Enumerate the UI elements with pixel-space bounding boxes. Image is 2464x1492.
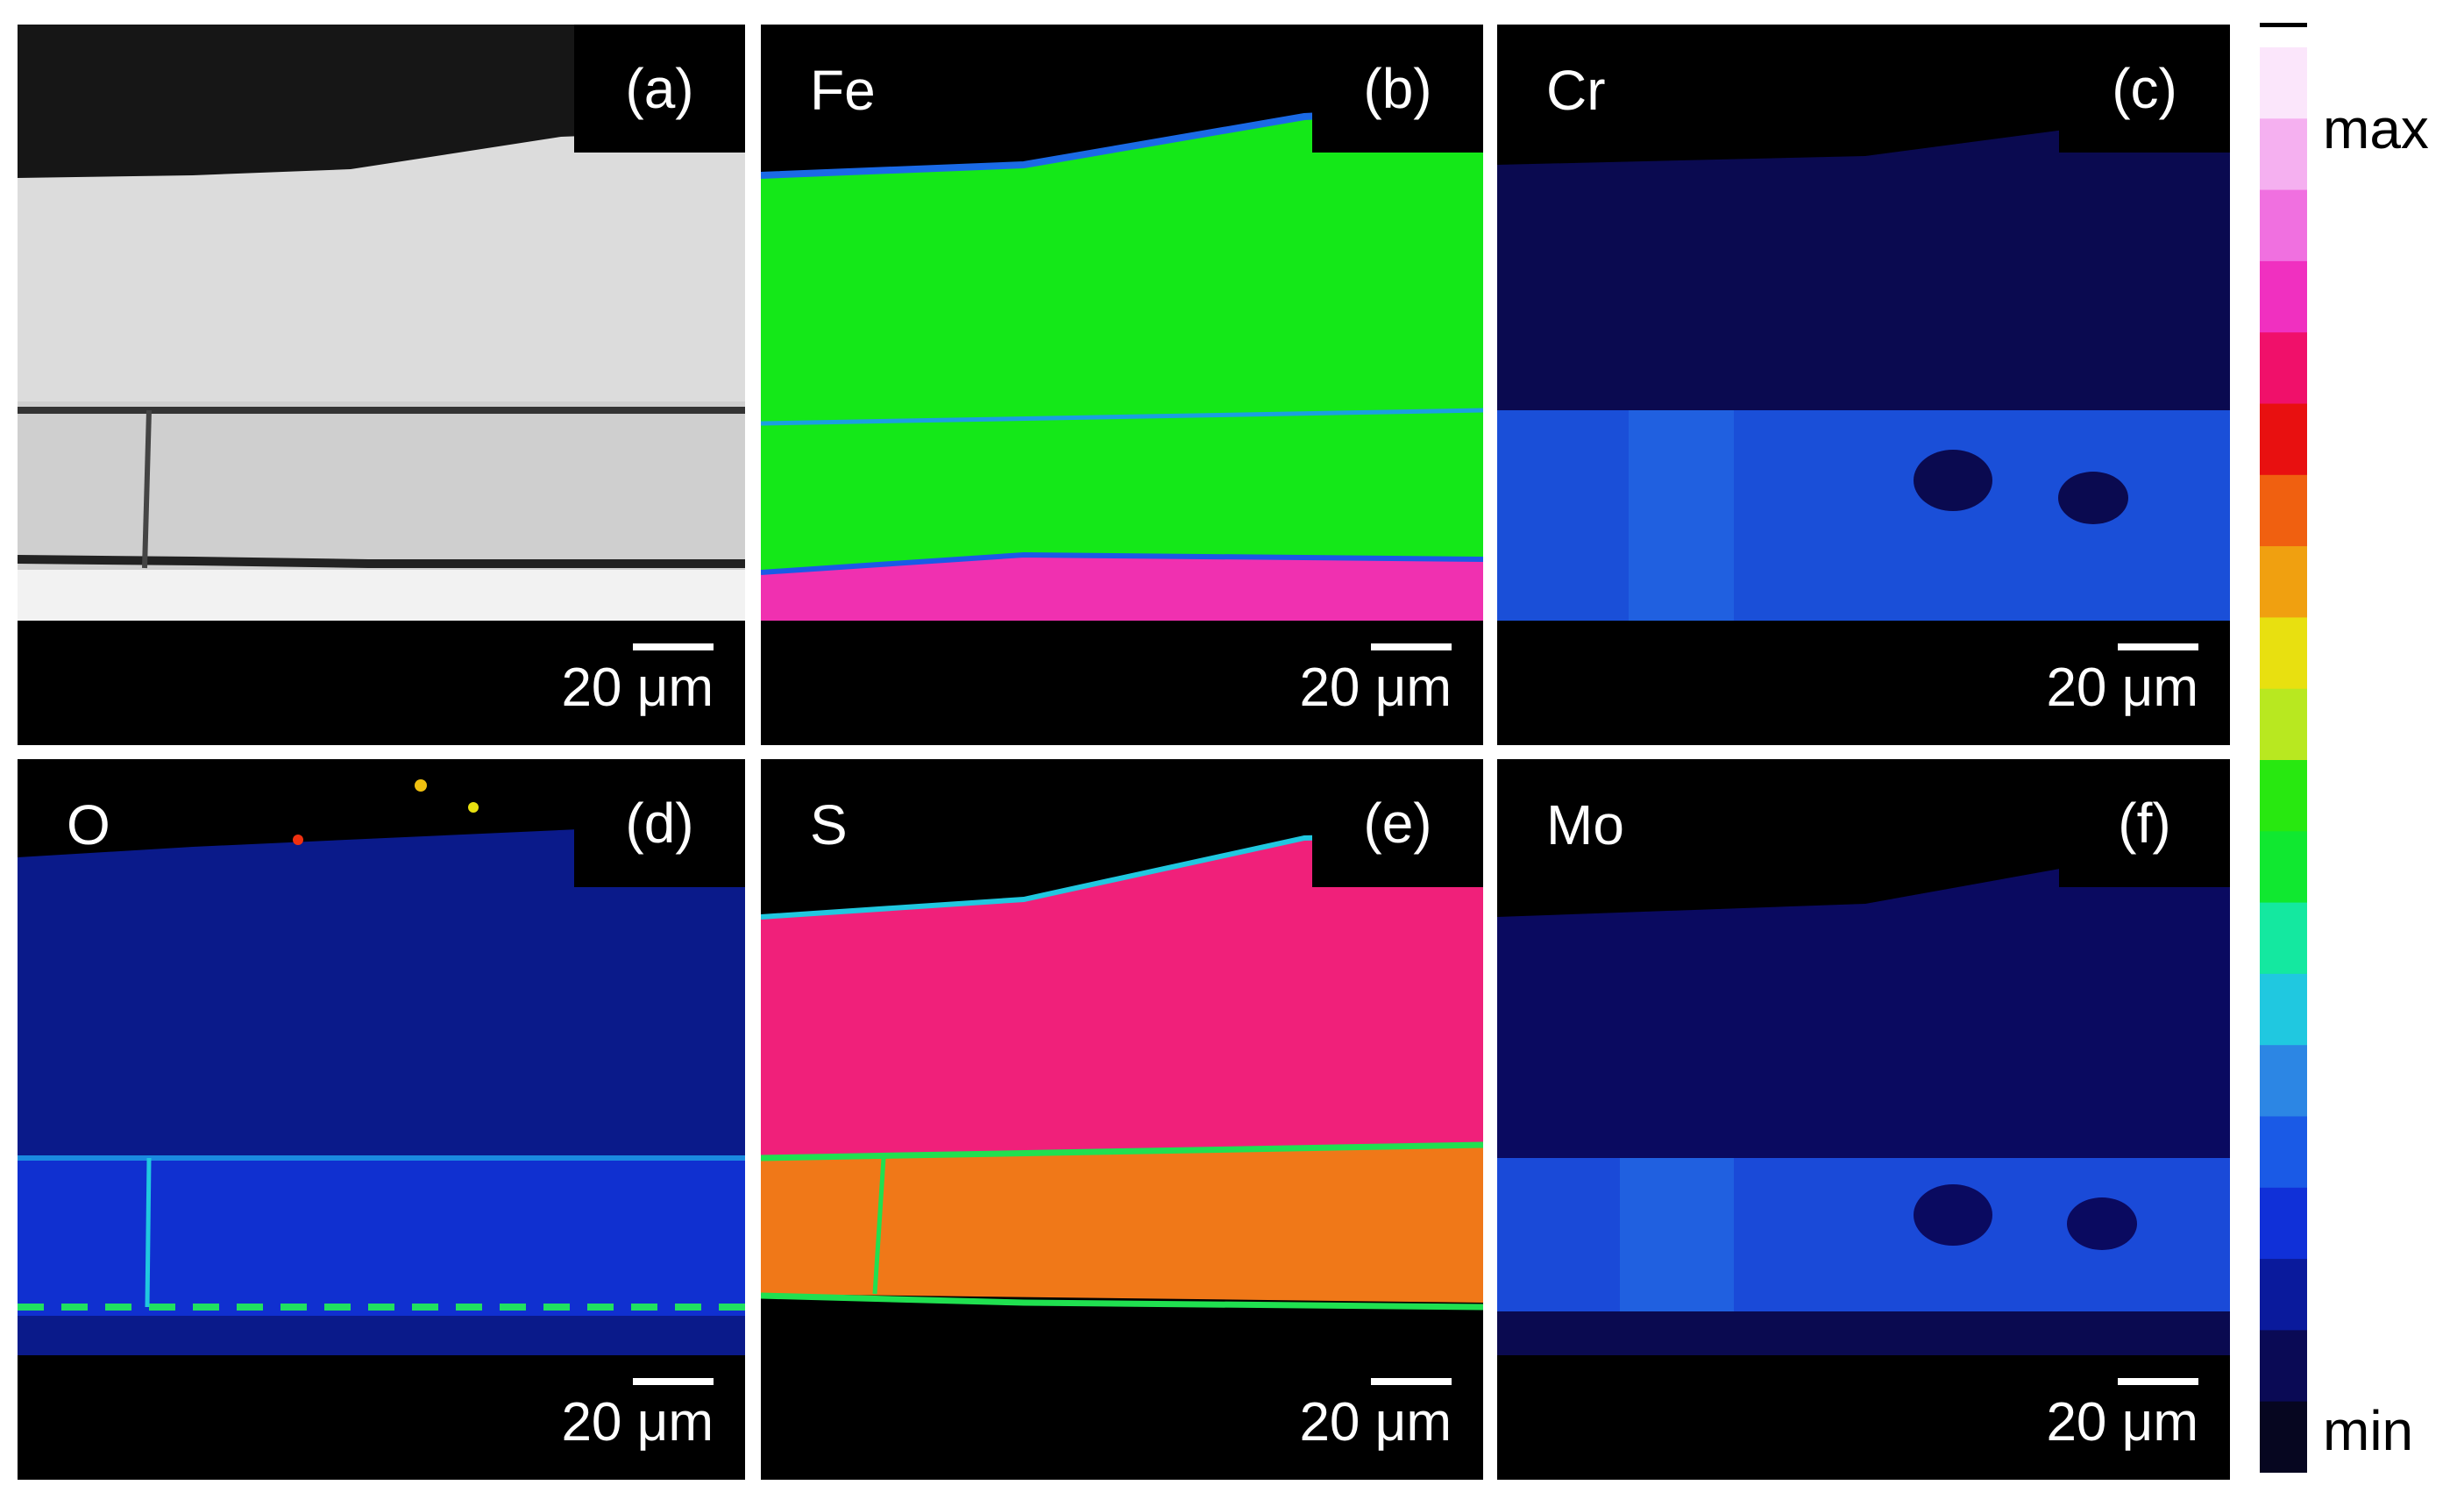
scale-bar: 20 μm [1299, 643, 1452, 719]
scale-bar-label: 20 μm [561, 1392, 714, 1453]
scale-bar-line [2118, 1378, 2198, 1385]
panel-c-cr-map: Cr (c) 20 μm [1497, 25, 2230, 745]
scale-bar-label: 20 μm [2046, 1392, 2198, 1453]
colorbar-step [2260, 617, 2307, 690]
colorbar-step [2260, 118, 2307, 191]
colorbar-step [2260, 474, 2307, 548]
scale-bar-label: 20 μm [2046, 657, 2198, 718]
scale-bar-label: 20 μm [561, 657, 714, 718]
colorbar-step [2260, 546, 2307, 619]
colorbar-step [2260, 760, 2307, 833]
colorbar-max-label: max [2323, 97, 2429, 160]
colorbar-step [2260, 332, 2307, 405]
scale-bar-label: 20 μm [1299, 657, 1452, 718]
colorbar-step [2260, 1045, 2307, 1118]
colorbar-step [2260, 688, 2307, 761]
colorbar-step [2260, 1401, 2307, 1473]
scale-bar: 20 μm [561, 1378, 714, 1453]
element-label: O [67, 793, 110, 856]
colorbar-step [2260, 973, 2307, 1047]
cr-element-map [1497, 25, 2230, 745]
scale-bar: 20 μm [2046, 1378, 2198, 1453]
intensity-colorbar [2260, 47, 2307, 1473]
mo-element-map [1497, 759, 2230, 1480]
colorbar-step [2260, 260, 2307, 334]
panel-letter: (e) [1312, 759, 1483, 887]
colorbar-step [2260, 902, 2307, 975]
scale-bar-line [1371, 643, 1452, 650]
colorbar-step [2260, 189, 2307, 262]
scale-bar: 20 μm [2046, 643, 2198, 719]
panel-letter: (a) [574, 25, 745, 153]
scale-bar-line [2118, 643, 2198, 650]
colorbar-step [2260, 1116, 2307, 1189]
element-label: Cr [1546, 59, 1606, 122]
colorbar-step [2260, 403, 2307, 476]
scale-bar: 20 μm [561, 643, 714, 719]
panel-f-mo-map: Mo (f) 20 μm [1497, 759, 2230, 1480]
panel-d-o-map: O (d) 20 μm [18, 759, 745, 1480]
element-label: Fe [810, 59, 876, 122]
scale-bar: 20 μm [1299, 1378, 1452, 1453]
colorbar-step [2260, 1259, 2307, 1332]
scale-bar-line [1371, 1378, 1452, 1385]
panel-letter: (f) [2059, 759, 2230, 887]
colorbar-min-label: min [2323, 1399, 2414, 1462]
element-label: Mo [1546, 793, 1624, 856]
scale-bar-label: 20 μm [1299, 1392, 1452, 1453]
panel-a-sem-image: (a) 20 μm [18, 25, 745, 745]
colorbar-step [2260, 1330, 2307, 1403]
panel-letter: (d) [574, 759, 745, 887]
colorbar-step [2260, 47, 2307, 120]
panel-b-fe-map: Fe (b) 20 μm [761, 25, 1483, 745]
element-label: S [810, 793, 848, 856]
panel-letter: (b) [1312, 25, 1483, 153]
scale-bar-line [633, 1378, 714, 1385]
colorbar-step [2260, 1187, 2307, 1261]
panel-e-s-map: S (e) 20 μm [761, 759, 1483, 1480]
panel-letter: (c) [2059, 25, 2230, 153]
scale-bar-line [633, 643, 714, 650]
colorbar-top-tick [2260, 23, 2307, 27]
colorbar-step [2260, 831, 2307, 904]
